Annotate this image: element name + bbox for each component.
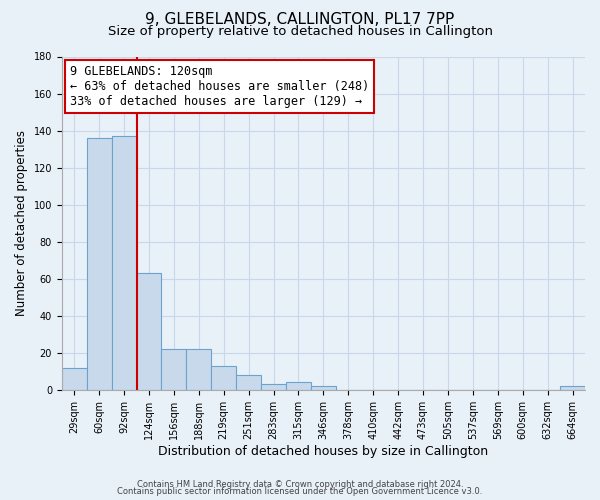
Bar xyxy=(211,366,236,390)
Bar xyxy=(261,384,286,390)
Bar xyxy=(187,349,211,390)
Bar xyxy=(86,138,112,390)
Bar xyxy=(286,382,311,390)
Bar xyxy=(137,273,161,390)
Bar xyxy=(161,349,187,390)
Bar xyxy=(112,136,137,390)
Bar xyxy=(62,368,86,390)
Bar xyxy=(311,386,336,390)
Text: Contains HM Land Registry data © Crown copyright and database right 2024.: Contains HM Land Registry data © Crown c… xyxy=(137,480,463,489)
Bar xyxy=(560,386,585,390)
Text: Contains public sector information licensed under the Open Government Licence v3: Contains public sector information licen… xyxy=(118,488,482,496)
Text: Size of property relative to detached houses in Callington: Size of property relative to detached ho… xyxy=(107,25,493,38)
Text: 9, GLEBELANDS, CALLINGTON, PL17 7PP: 9, GLEBELANDS, CALLINGTON, PL17 7PP xyxy=(145,12,455,28)
Bar xyxy=(236,375,261,390)
X-axis label: Distribution of detached houses by size in Callington: Distribution of detached houses by size … xyxy=(158,444,488,458)
Text: 9 GLEBELANDS: 120sqm
← 63% of detached houses are smaller (248)
33% of detached : 9 GLEBELANDS: 120sqm ← 63% of detached h… xyxy=(70,65,369,108)
Y-axis label: Number of detached properties: Number of detached properties xyxy=(15,130,28,316)
